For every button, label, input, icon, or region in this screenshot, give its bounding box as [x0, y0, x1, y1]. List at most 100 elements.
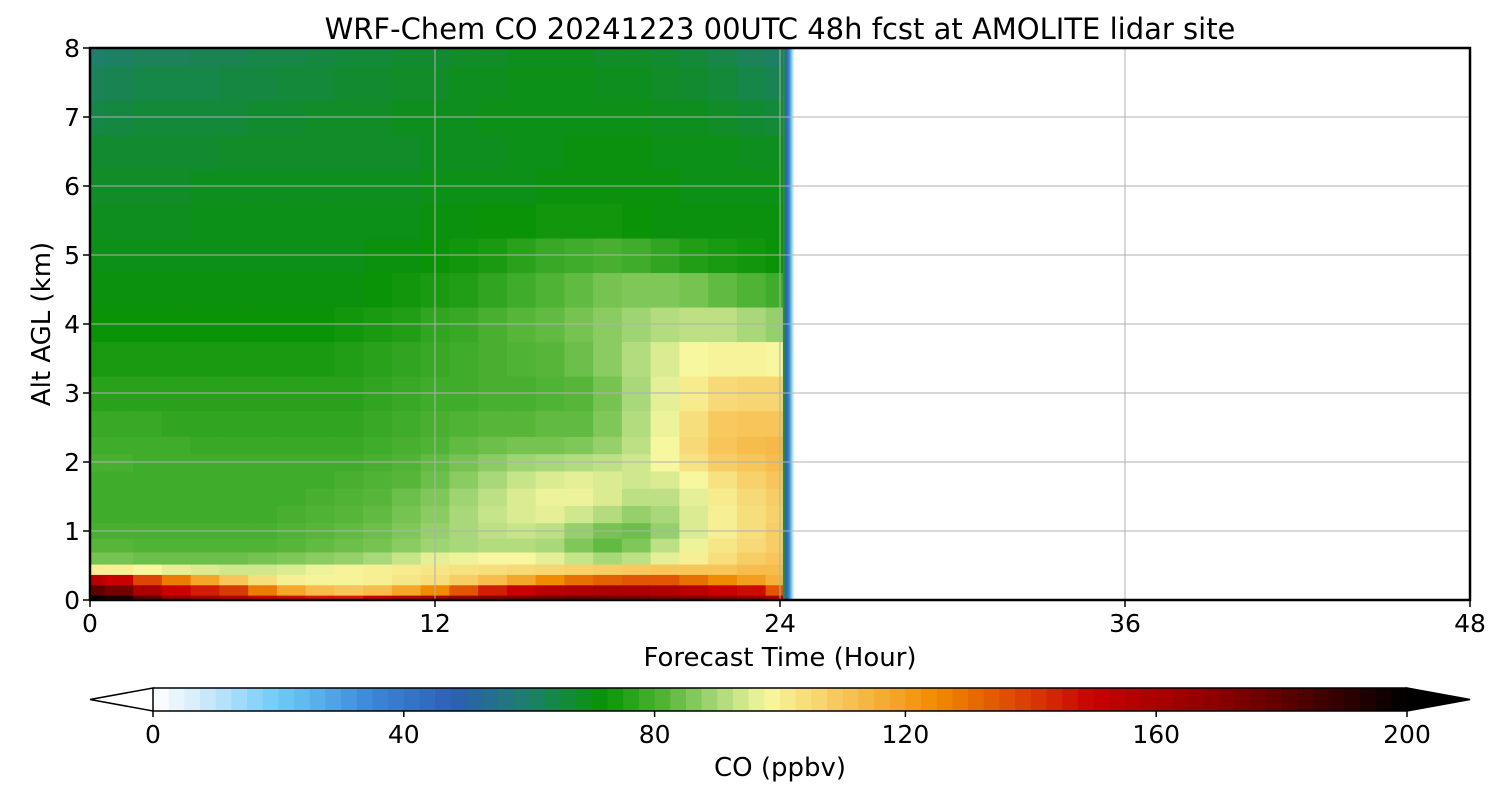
heatmap-cell	[535, 203, 566, 239]
heatmap-cell	[190, 537, 221, 553]
heatmap-cell	[736, 436, 767, 455]
heatmap-cell	[708, 470, 738, 489]
colorbar-swatch	[450, 688, 468, 711]
heatmap-cell	[765, 65, 784, 101]
heatmap-cell	[708, 563, 738, 575]
heatmap-cell	[535, 65, 566, 101]
colorbar-swatch	[1109, 688, 1126, 711]
heatmap-cell	[621, 134, 652, 170]
colorbar-swatch	[1375, 688, 1392, 711]
heatmap-cell	[363, 65, 393, 101]
heatmap-cell	[478, 470, 508, 489]
heatmap-cell	[334, 505, 364, 524]
heatmap-cell	[133, 48, 163, 67]
heatmap-cell	[161, 537, 192, 553]
colorbar-label: CO (ppbv)	[714, 753, 846, 783]
heatmap-cell	[593, 410, 623, 437]
heatmap-cell	[449, 487, 479, 506]
heatmap-cell	[363, 594, 393, 600]
heatmap-cell	[765, 505, 784, 524]
heatmap-cell	[736, 134, 767, 170]
heatmap-cell	[90, 65, 106, 101]
heatmap-cell	[104, 594, 134, 600]
heatmap-cell	[708, 134, 738, 170]
heatmap-cell	[449, 551, 479, 565]
colorbar-swatch	[1124, 688, 1142, 711]
heatmap-cell	[276, 410, 307, 437]
heatmap-cell	[736, 505, 767, 524]
heatmap-cell	[334, 436, 364, 455]
heatmap-cell	[650, 470, 681, 489]
heatmap-cell	[90, 563, 106, 575]
heatmap-cell	[506, 574, 537, 586]
heatmap-cell	[133, 594, 163, 600]
heatmap-cell	[104, 537, 134, 553]
heatmap-cell	[161, 584, 192, 596]
colorbar-swatch	[638, 688, 656, 711]
heatmap-cell	[248, 551, 278, 565]
heatmap-cell	[449, 65, 479, 101]
heatmap-cell	[248, 48, 278, 67]
colorbar-swatch	[372, 688, 389, 711]
colorbar-swatch	[811, 688, 828, 711]
heatmap-cell	[133, 436, 163, 455]
heatmap-cell	[363, 574, 393, 586]
heatmap-cell	[593, 341, 623, 377]
colorbar-swatch	[795, 688, 812, 711]
heatmap-cell	[190, 487, 221, 506]
heatmap-cell	[765, 551, 784, 565]
heatmap-cell	[736, 410, 767, 437]
colorbar-swatch	[1030, 688, 1048, 711]
heatmap-cell	[650, 410, 681, 437]
heatmap-cell	[190, 563, 221, 575]
colorbar-swatch	[529, 688, 546, 711]
heatmap-cell	[334, 487, 364, 506]
colorbar-swatch	[780, 688, 797, 711]
heatmap-cell	[391, 505, 422, 524]
heatmap-cell	[449, 341, 479, 377]
heatmap-cell	[161, 594, 192, 600]
y-tick-label: 3	[64, 379, 80, 408]
heatmap-cell	[708, 65, 738, 101]
heatmap-cell	[679, 272, 709, 308]
heatmap-cell	[736, 551, 767, 565]
heatmap-cell	[564, 584, 594, 596]
heatmap-cell	[650, 65, 681, 101]
heatmap-cell	[679, 584, 709, 596]
heatmap-cell	[506, 551, 537, 565]
heatmap-cell	[305, 470, 336, 489]
heatmap-cell	[679, 470, 709, 489]
heatmap-cell	[190, 594, 221, 600]
heatmap-cell	[650, 134, 681, 170]
colorbar-swatch	[435, 688, 452, 711]
heatmap-cell	[593, 537, 623, 553]
heatmap-cell	[219, 272, 249, 308]
heatmap-cell	[449, 436, 479, 455]
heatmap-cell	[161, 65, 192, 101]
heatmap-cell	[90, 134, 106, 170]
heatmap-cell	[449, 505, 479, 524]
colorbar-swatch	[215, 688, 232, 711]
heatmap-cell	[650, 505, 681, 524]
heatmap-cell	[679, 134, 709, 170]
colorbar-swatch	[952, 688, 969, 711]
heatmap-cell	[248, 341, 278, 377]
heatmap-cell	[90, 584, 106, 596]
heatmap-cell	[679, 574, 709, 586]
heatmap-cell	[334, 341, 364, 377]
heatmap-cell	[391, 551, 422, 565]
heatmap-cell	[104, 48, 134, 67]
colorbar-swatch	[184, 688, 201, 711]
heatmap-cell	[679, 487, 709, 506]
heatmap-cell	[449, 537, 479, 553]
heatmap-cell	[161, 551, 192, 565]
y-axis-label: Alt AGL (km)	[27, 242, 57, 406]
colorbar-extend-high	[1406, 687, 1471, 712]
heatmap-cell	[190, 470, 221, 489]
heatmap-cell	[535, 48, 566, 67]
heatmap-cell	[449, 584, 479, 596]
heatmap-cell	[276, 551, 307, 565]
heatmap-cell	[478, 65, 508, 101]
heatmap-cell	[305, 563, 336, 575]
heatmap-cell	[133, 563, 163, 575]
